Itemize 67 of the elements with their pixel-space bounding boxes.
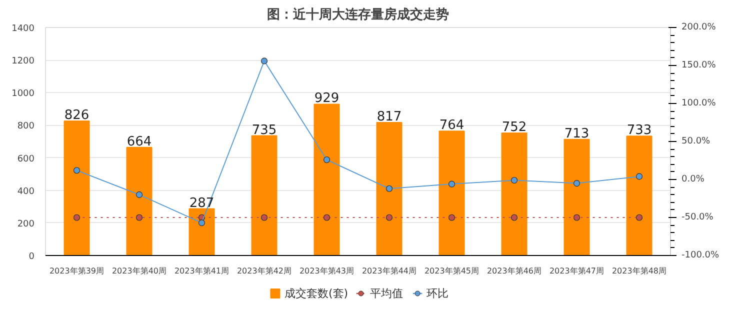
y-tick-label: 1400	[12, 24, 35, 34]
point	[636, 214, 643, 221]
x-tick-label: 2023年第48周	[612, 266, 667, 276]
x-tick-label: 2023年第42周	[236, 266, 292, 276]
point	[448, 214, 456, 221]
y2-tick-label: 200.0%	[682, 22, 716, 32]
legend-label: 环比	[426, 287, 448, 300]
point	[636, 173, 643, 180]
y2-tick-label: 150.0%	[682, 60, 716, 70]
y-tick-label: 1200	[12, 56, 35, 67]
y2-tick-label: -50.0%	[682, 212, 714, 222]
point	[198, 220, 206, 226]
data-label: 735	[252, 122, 277, 138]
y-tick-label: 600	[17, 154, 35, 164]
y-tick-label: 0	[28, 252, 35, 262]
x-tick-label: 2023年第39周	[49, 266, 104, 276]
point	[260, 214, 268, 221]
data-label: 929	[314, 91, 340, 106]
data-label: 817	[376, 109, 402, 124]
y-tick-label: 1000	[12, 89, 35, 100]
point	[510, 214, 518, 221]
bar	[126, 146, 152, 256]
point	[510, 176, 518, 184]
point	[386, 185, 393, 192]
legend-label: 平均值	[370, 287, 403, 300]
bar	[564, 138, 590, 256]
x-tick-label: 2023年第46周	[486, 266, 542, 276]
data-label: 826	[64, 108, 90, 123]
x-tick-label: 2023年第47周	[549, 266, 604, 276]
y-tick-label: 800	[17, 122, 35, 132]
data-label: 733	[626, 123, 652, 138]
legend-label: 成交套数(套)	[284, 287, 348, 300]
y-tick-label: 400	[17, 186, 35, 197]
bar	[438, 130, 465, 256]
y-tick-label: 200	[17, 219, 35, 230]
y2-tick-label: -100.0%	[682, 250, 720, 260]
bar	[314, 104, 340, 256]
point	[573, 214, 580, 221]
data-label: 664	[126, 134, 152, 150]
bar	[626, 136, 652, 256]
bar	[501, 132, 528, 256]
x-tick-label: 2023年第40周	[112, 266, 167, 276]
point	[136, 191, 143, 198]
data-label: 752	[502, 120, 527, 136]
point	[73, 167, 80, 174]
bar	[376, 122, 402, 256]
x-tick-label: 2023年第43周	[299, 266, 354, 276]
point	[260, 58, 268, 64]
x-tick-label: 2023年第45周	[424, 266, 480, 276]
point	[573, 180, 580, 187]
chart-title: 图：近十周大连存量房成交走势	[267, 6, 449, 22]
y2-tick-label: 100.0%	[682, 98, 716, 108]
x-tick-label: 2023年第41周	[174, 266, 230, 276]
y2-tick-label: 0.0%	[682, 174, 705, 184]
y2-tick-label: 50.0%	[682, 136, 711, 146]
point	[73, 214, 80, 221]
point	[386, 214, 393, 221]
data-label: 764	[439, 118, 464, 134]
point	[323, 214, 330, 221]
bar	[64, 120, 90, 256]
bar	[251, 135, 278, 256]
bar	[188, 208, 215, 256]
point	[323, 156, 330, 164]
point	[136, 214, 143, 221]
point	[448, 180, 456, 188]
x-tick-label: 2023年第44周	[362, 266, 417, 276]
data-label: 713	[564, 126, 590, 142]
